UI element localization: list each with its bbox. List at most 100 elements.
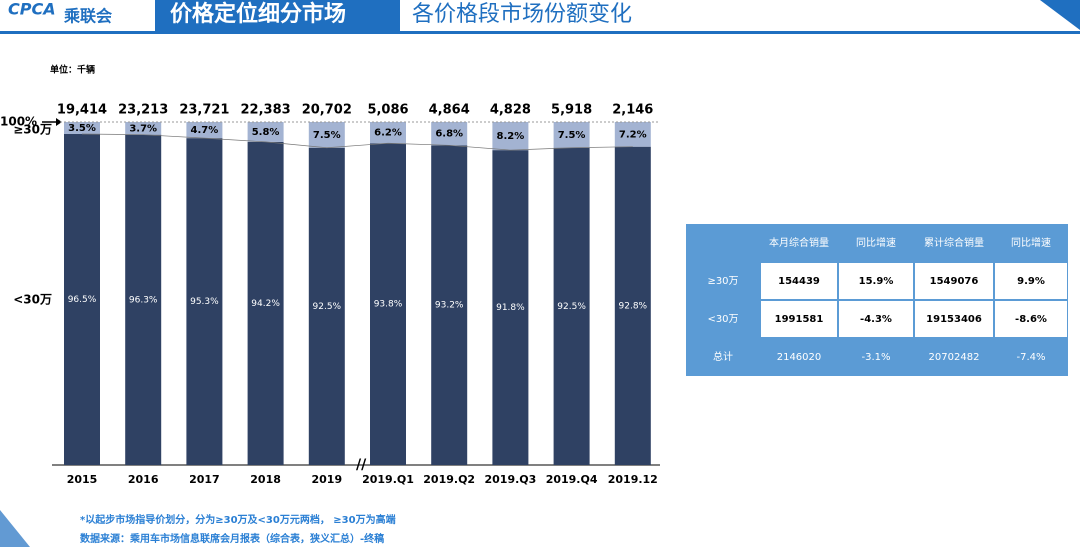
x-tick-label: 2018 <box>250 473 281 486</box>
unit: 单位：千辆 <box>50 64 95 76</box>
value-label: 7.5% <box>558 130 586 141</box>
series-label: <30万 <box>13 293 52 307</box>
x-tick-label: 2019.Q4 <box>546 473 598 486</box>
logo: CPCA <box>8 0 56 19</box>
table-text: 同比增速 <box>856 236 896 249</box>
bar-segment <box>614 122 651 147</box>
table-cell <box>995 263 1067 299</box>
x-tick-label: 2019.Q1 <box>362 473 414 486</box>
value-label: 3.5% <box>68 123 96 134</box>
table-text: 20702482 <box>929 352 980 363</box>
x-tick-label: 2016 <box>128 473 159 486</box>
table-cell <box>915 339 993 375</box>
note: 数据来源：乘用车市场信息联席会月报表（综合表，狭义汇总）-终稿 <box>80 532 384 545</box>
total-label: 4,828 <box>490 103 531 118</box>
bar-segment <box>125 122 162 135</box>
axis-break: // <box>356 457 367 473</box>
bar-segment <box>125 134 162 466</box>
table-cell <box>687 339 759 375</box>
value-label: 93.2% <box>435 301 464 311</box>
table-text: -3.1% <box>861 352 890 363</box>
bar-segment <box>492 150 529 465</box>
value-label: 94.2% <box>251 299 280 309</box>
table-text: 9.9% <box>1017 276 1045 287</box>
title-box <box>155 0 400 31</box>
x-tick-label: 2019.12 <box>608 473 658 486</box>
table-text: 15.9% <box>859 276 894 287</box>
table-text: 154439 <box>778 276 820 287</box>
bar-segment <box>186 122 223 139</box>
bar-segment <box>247 122 284 142</box>
table-text: 累计综合销量 <box>924 236 984 249</box>
annotation: 100% <box>0 115 37 129</box>
value-label: 7.5% <box>313 130 341 141</box>
bar-segment <box>614 146 651 466</box>
total-label: 19,414 <box>57 103 107 118</box>
title: 价格定位细分市场 <box>170 1 346 27</box>
bar-segment <box>186 138 223 465</box>
x-tick-label: 2019.Q2 <box>423 473 475 486</box>
table-cell <box>687 301 759 337</box>
org: 乘联会 <box>63 7 112 26</box>
table-cell <box>839 339 913 375</box>
total-label: 4,864 <box>429 103 470 118</box>
table-text: 本月综合销量 <box>769 236 829 249</box>
value-label: 95.3% <box>190 297 219 307</box>
table-text: 2146020 <box>777 352 822 363</box>
total-label: 2,146 <box>612 103 653 118</box>
table-text: ≥30万 <box>707 276 738 287</box>
value-label: 5.8% <box>252 127 280 138</box>
table-cell <box>915 225 993 261</box>
x-tick-label: 2019.Q3 <box>484 473 536 486</box>
series-label: ≥30万 <box>13 123 52 137</box>
table-cell <box>995 301 1067 337</box>
table-text: 1549076 <box>930 276 979 287</box>
bar-segment <box>370 143 406 466</box>
total-label: 23,721 <box>179 103 229 118</box>
table-cell <box>995 339 1067 375</box>
table-cell <box>761 339 837 375</box>
value-label: 8.2% <box>497 131 525 142</box>
table-cell <box>687 225 759 261</box>
bar-segment <box>431 122 468 146</box>
table-cell <box>761 263 837 299</box>
table-text: -4.3% <box>860 314 892 325</box>
bar-segment <box>370 122 406 144</box>
value-label: 6.8% <box>435 129 463 140</box>
table-text: 同比增速 <box>1011 236 1051 249</box>
table-text: 19153406 <box>926 314 982 325</box>
x-tick-label: 2017 <box>189 473 220 486</box>
table-text: 1991581 <box>775 314 824 325</box>
x-tick-label: 2019 <box>311 473 342 486</box>
bar-segment <box>492 122 529 151</box>
bar-segment <box>247 141 284 466</box>
total-label: 22,383 <box>241 103 291 118</box>
value-label: 92.5% <box>313 302 342 312</box>
subtitle: 各价格段市场份额变化 <box>412 2 632 27</box>
bar-segment <box>553 122 590 148</box>
table-cell <box>839 301 913 337</box>
total-label: 5,086 <box>367 103 408 118</box>
total-label: 20,702 <box>302 103 352 118</box>
table-cell <box>915 263 993 299</box>
header-rule <box>0 31 1080 34</box>
bar-segment <box>64 134 100 465</box>
value-label: 92.5% <box>557 302 586 312</box>
table-text: -8.6% <box>1015 314 1047 325</box>
table-cell <box>839 263 913 299</box>
table-cell <box>839 225 913 261</box>
total-label: 5,918 <box>551 103 592 118</box>
table-cell <box>761 225 837 261</box>
bar-segment <box>64 122 100 135</box>
boundary-line <box>81 133 633 151</box>
table-cell <box>915 301 993 337</box>
value-label: 3.7% <box>129 123 157 134</box>
note: *以起步市场指导价划分，分为≥30万及<30万元两档， ≥30万为高端 <box>80 513 396 526</box>
x-tick-label: 2015 <box>67 473 98 486</box>
value-label: 4.7% <box>191 125 219 136</box>
bar-segment <box>308 147 345 465</box>
bar-segment <box>553 147 590 465</box>
corner <box>1040 0 1080 30</box>
table-cell <box>687 263 759 299</box>
